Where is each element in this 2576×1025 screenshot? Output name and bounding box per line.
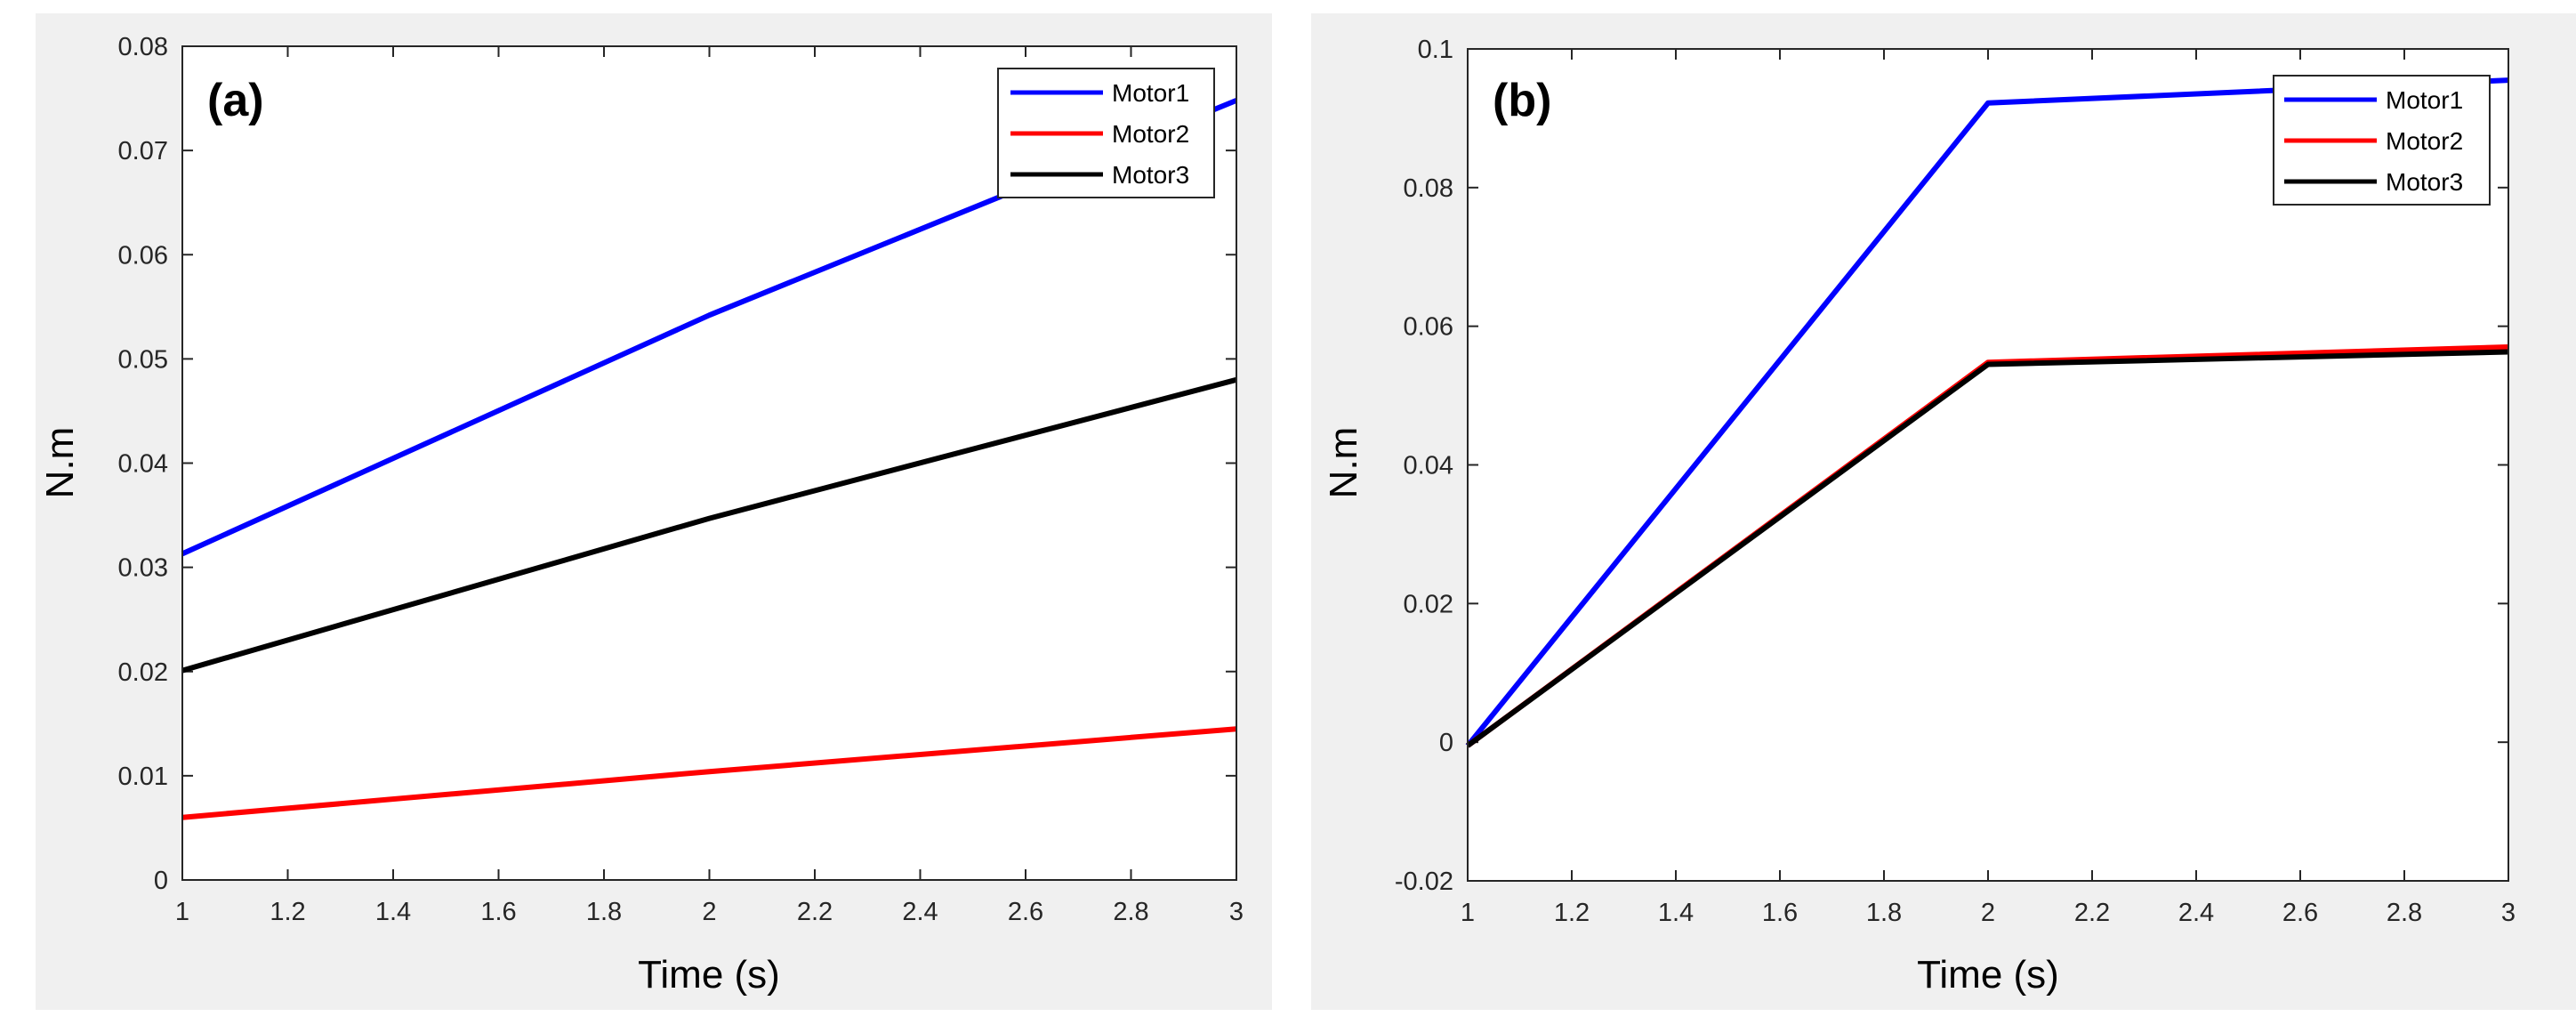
x-tick-label-b: 1.4 <box>1658 899 1694 927</box>
x-tick-label-b: 2.4 <box>2178 899 2214 927</box>
y-tick-label-b: 0 <box>1439 729 1453 757</box>
legend-label-b-motor3: Motor3 <box>2386 168 2463 196</box>
chart-panel-a: 1 1.2 1.4 1.6 1.8 2 2.2 2.4 2.6 2.8 3 0 0.01 0.02 0.0… <box>36 13 1272 1010</box>
y-tick-label-a: 0.04 <box>118 450 168 479</box>
chart-panel-b: 1 1.2 1.4 1.6 1.8 2 2.2 2.4 2.6 2.8 3 -0.02 0 0.02 0.… <box>1311 13 2576 1010</box>
x-tick-label-a: 1.6 <box>480 898 516 926</box>
panel-label-a: (a) <box>207 75 264 126</box>
x-tick-label-a: 1 <box>175 898 189 926</box>
x-tick-label-b: 3 <box>2501 899 2516 927</box>
y-tick-label-b: 0.04 <box>1404 452 1453 480</box>
x-tick-label-a: 1.4 <box>375 898 411 926</box>
y-tick-label-b: 0.06 <box>1404 313 1453 342</box>
series-line-a-motor2 <box>181 726 1237 820</box>
x-tick-label-b: 2.8 <box>2387 899 2422 927</box>
x-tick-label-a: 2.4 <box>902 898 938 926</box>
y-tick-label-a: 0.05 <box>118 345 168 374</box>
x-tick-label-b: 1.6 <box>1762 899 1798 927</box>
legend-b: Motor1 Motor2 Motor3 <box>2273 75 2491 206</box>
series-line-a-motor3 <box>181 376 1237 674</box>
y-tick-label-a: 0.01 <box>118 763 168 791</box>
y-tick-label-a: 0 <box>154 867 168 895</box>
legend-label-a-motor1: Motor1 <box>1112 79 1189 107</box>
x-tick-label-a: 1.2 <box>270 898 305 926</box>
y-tick-label-a: 0.03 <box>118 554 168 583</box>
y-tick-label-b: 0.08 <box>1404 174 1453 203</box>
y-tick-label-a: 0.07 <box>118 137 168 165</box>
x-tick-label-b: 2 <box>1981 899 1995 927</box>
x-tick-label-a: 2.6 <box>1008 898 1043 926</box>
y-tick-label-a: 0.06 <box>118 241 168 270</box>
axis-ticks-b <box>1467 48 2509 882</box>
legend-label-b-motor2: Motor2 <box>2386 127 2463 155</box>
series-line-b-motor3 <box>1466 349 2509 748</box>
x-axis-title-a: Time (s) <box>638 953 780 997</box>
x-tick-label-a: 1.8 <box>586 898 622 926</box>
x-tick-label-b: 1 <box>1461 899 1475 927</box>
x-axis-title-b: Time (s) <box>1917 953 2059 997</box>
y-tick-labels-a: 0 0.01 0.02 0.03 0.04 0.05 0.06 0.07 0.08 <box>118 33 168 895</box>
legend-label-b-motor1: Motor1 <box>2386 86 2463 114</box>
y-tick-label-a: 0.08 <box>118 33 168 61</box>
x-tick-label-b: 2.2 <box>2074 899 2110 927</box>
y-tick-labels-b: -0.02 0 0.02 0.04 0.06 0.08 0.1 <box>1395 36 1453 896</box>
axes-box-b <box>1467 48 2509 882</box>
x-tick-label-b: 1.2 <box>1554 899 1590 927</box>
x-tick-label-a: 2 <box>702 898 716 926</box>
x-tick-label-a: 2.8 <box>1113 898 1148 926</box>
legend-a: Motor1 Motor2 Motor3 <box>997 68 1215 198</box>
y-axis-title-a: N.m <box>38 427 82 499</box>
x-tick-label-a: 3 <box>1229 898 1244 926</box>
y-tick-label-b: 0.1 <box>1418 36 1453 64</box>
legend-label-a-motor3: Motor3 <box>1112 161 1189 189</box>
x-tick-label-b: 1.8 <box>1866 899 1902 927</box>
panel-label-b: (b) <box>1493 75 1551 126</box>
x-tick-label-a: 2.2 <box>797 898 833 926</box>
y-axis-title-b: N.m <box>1322 427 1365 499</box>
y-tick-label-a: 0.02 <box>118 658 168 687</box>
x-tick-labels-b: 1 1.2 1.4 1.6 1.8 2 2.2 2.4 2.6 2.8 3 <box>1461 899 2516 927</box>
axes-box-a <box>181 45 1237 881</box>
legend-label-a-motor2: Motor2 <box>1112 120 1189 148</box>
x-tick-labels-a: 1 1.2 1.4 1.6 1.8 2 2.2 2.4 2.6 2.8 3 <box>175 898 1244 926</box>
y-tick-label-b: 0.02 <box>1404 590 1453 618</box>
x-tick-label-b: 2.6 <box>2282 899 2318 927</box>
y-tick-label-b: -0.02 <box>1395 868 1453 896</box>
